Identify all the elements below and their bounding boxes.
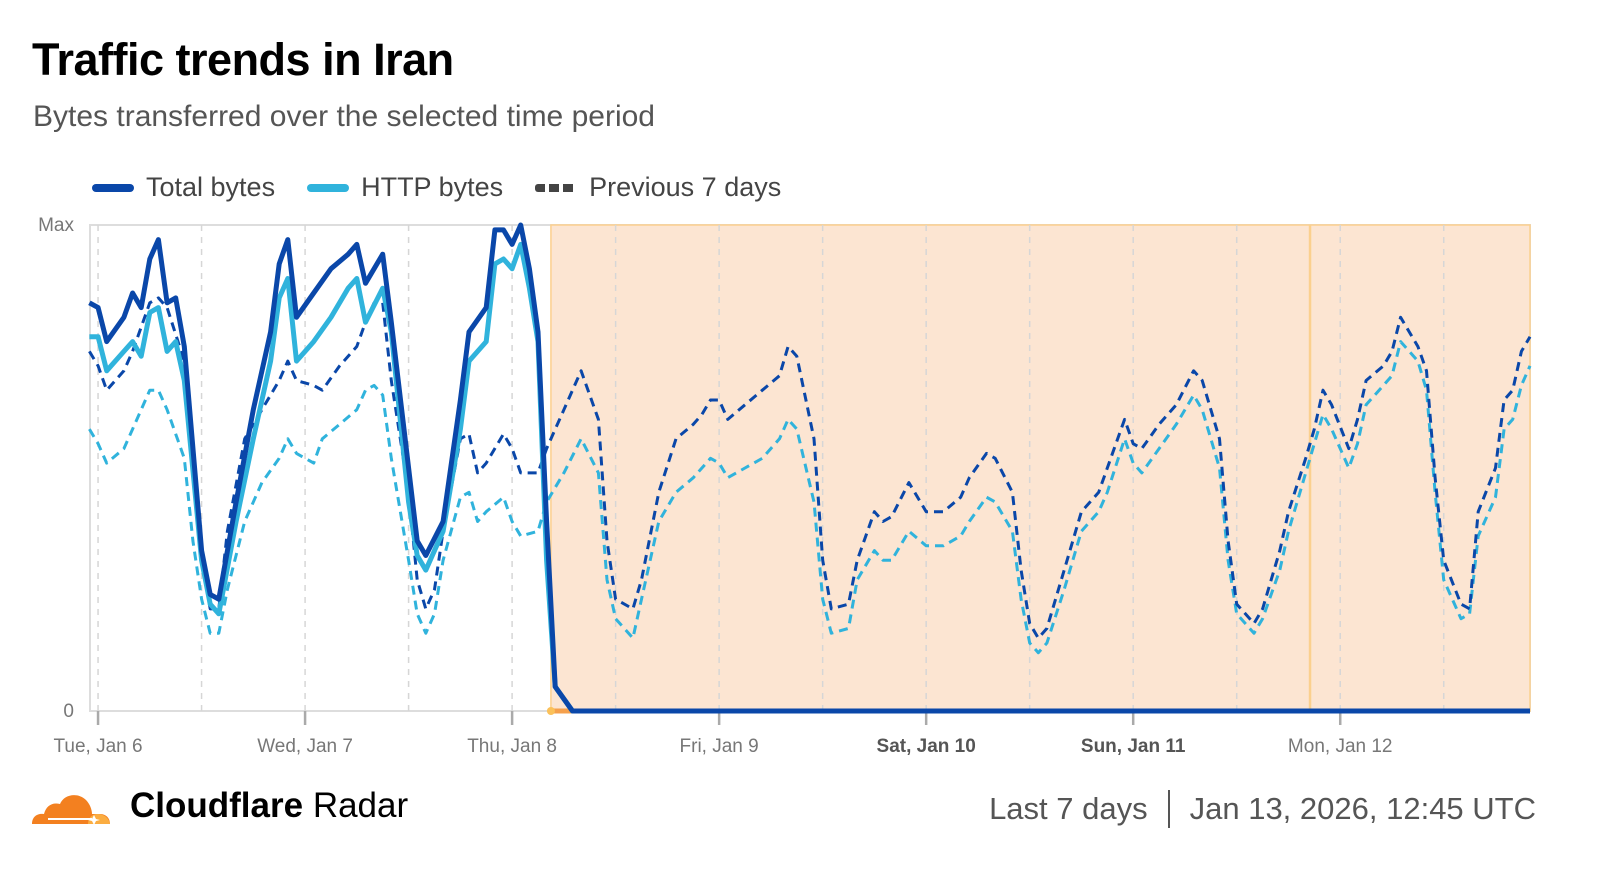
line-chart: Tue, Jan 6 Wed, Jan 7 Thu, Jan 8 Fri, Jan 9…: [38, 215, 1532, 757]
previous-total-bytes-line: [88, 296, 1532, 640]
legend-item-previous-7-days[interactable]: Previous 7 days: [535, 172, 781, 203]
x-tick-label: Sun, Jan 11: [1081, 736, 1186, 757]
legend: Total bytes HTTP bytes Previous 7 days: [92, 172, 813, 203]
y-tick-label-zero: 0: [63, 701, 74, 722]
chart-title: Traffic trends in Iran: [32, 34, 454, 85]
legend-swatch-http: [307, 183, 350, 192]
brand-product: Radar: [312, 786, 409, 825]
separator: [1167, 790, 1170, 828]
legend-swatch-total: [92, 183, 134, 192]
http-bytes-line: [89, 241, 1530, 714]
x-tick-label: Tue, Jan 6: [54, 736, 143, 757]
legend-item-total-bytes[interactable]: Total bytes: [92, 172, 275, 203]
timestamp: Jan 13, 2026, 12:45 UTC: [1189, 791, 1536, 826]
y-tick-label-max: Max: [38, 215, 74, 236]
previous-http-bytes-line: [88, 340, 1532, 655]
x-tick-label: Wed, Jan 7: [257, 736, 353, 757]
brand-name: Cloudflare: [130, 786, 304, 825]
legend-label: Total bytes: [146, 172, 276, 202]
legend-item-http-bytes[interactable]: HTTP bytes: [307, 172, 503, 203]
x-tick-label: Fri, Jan 9: [680, 736, 759, 757]
highlight-start-marker: [546, 707, 555, 715]
legend-swatch-previous: [535, 183, 578, 192]
total-bytes-line: [88, 222, 1530, 714]
chart-subtitle: Bytes transferred over the selected time…: [33, 100, 655, 133]
legend-label: Previous 7 days: [589, 172, 782, 202]
legend-label: HTTP bytes: [361, 172, 504, 202]
x-tick-label: Sat, Jan 10: [877, 736, 976, 757]
x-tick-label: Thu, Jan 8: [467, 736, 557, 757]
cloudflare-cloud-icon: [32, 795, 110, 825]
time-period: Last 7 days: [989, 791, 1148, 826]
highlight-region: [550, 224, 1531, 712]
cloudflare-radar-logo: Cloudflare Radar: [30, 786, 408, 826]
x-tick-label: Mon, Jan 12: [1288, 736, 1393, 757]
footer-meta: Last 7 days Jan 13, 2026, 12:45 UTC: [989, 790, 1536, 828]
